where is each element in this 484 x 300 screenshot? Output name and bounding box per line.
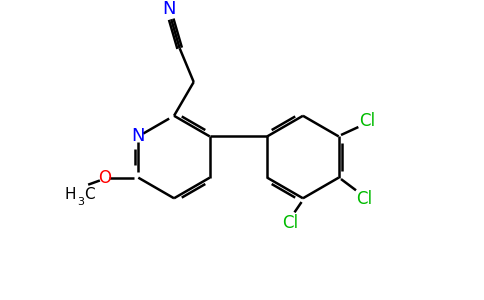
Text: C: C [84,187,95,202]
Text: Cl: Cl [356,190,373,208]
Text: N: N [132,128,145,146]
Text: O: O [98,169,111,187]
Text: Cl: Cl [282,214,298,232]
Text: 3: 3 [77,197,84,207]
Text: N: N [162,0,176,18]
Text: Cl: Cl [359,112,375,130]
Text: H: H [65,187,76,202]
